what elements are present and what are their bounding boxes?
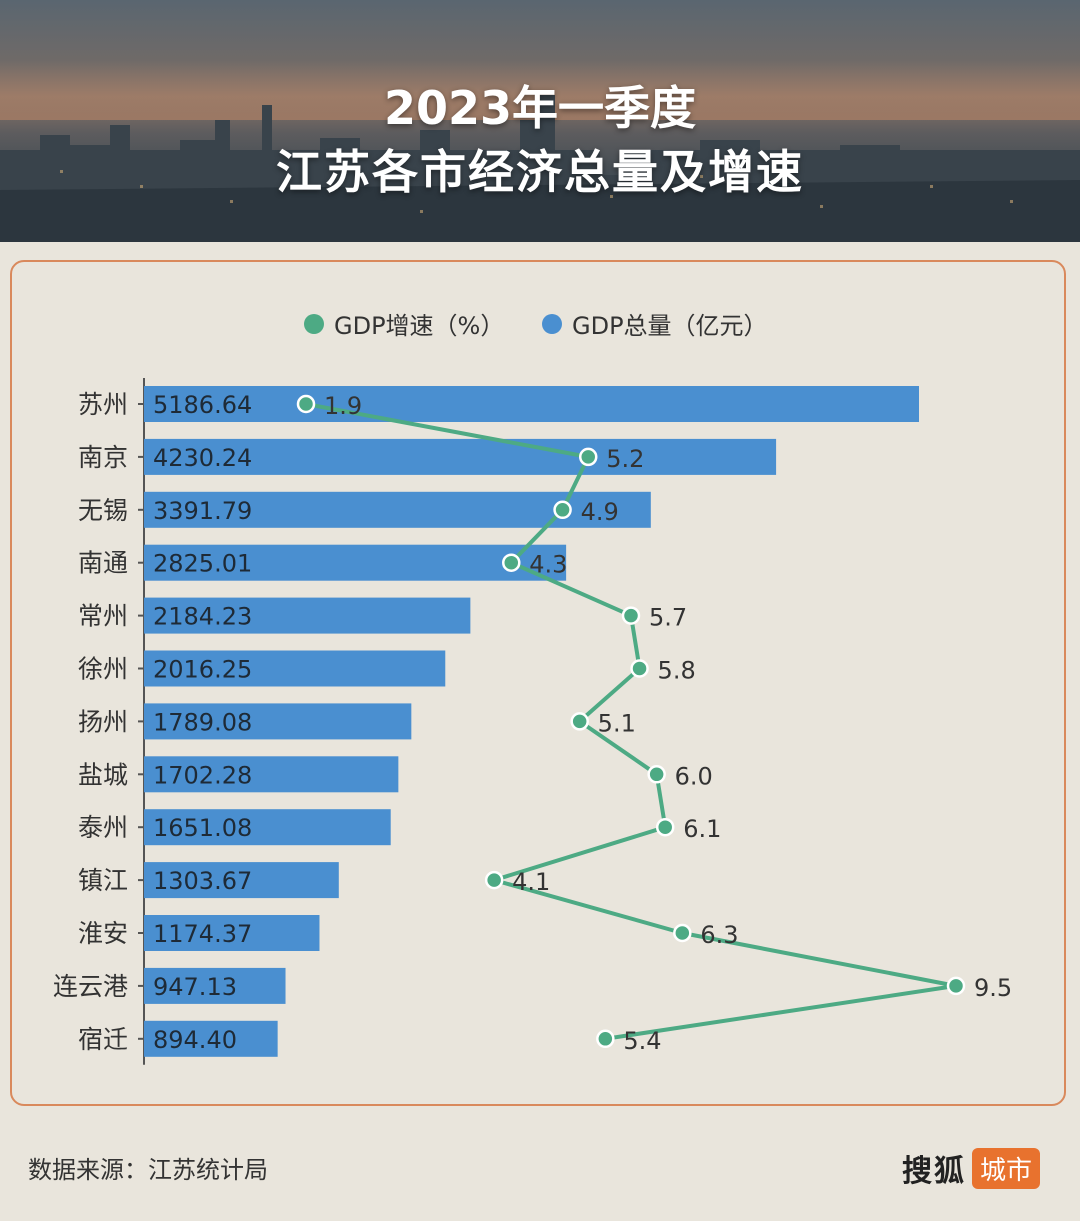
gdp-growth-point <box>578 447 598 467</box>
gdp-total-bar <box>144 703 412 740</box>
gdp-total-value-label: 894.40 <box>153 1026 237 1054</box>
gdp-growth-point <box>673 923 692 943</box>
gdp-growth-point <box>630 659 649 678</box>
category-label: 南京 <box>78 443 128 472</box>
category-label: 镇江 <box>78 866 128 895</box>
legend-total-marker <box>542 313 562 334</box>
gdp-total-bar <box>144 544 567 581</box>
category-label: 宿迁 <box>78 1025 128 1054</box>
legend-item-total: GDP总量（亿元） <box>542 306 768 341</box>
gdp-total-bar <box>144 597 471 634</box>
gdp-growth-point <box>296 394 316 414</box>
gdp-growth-point <box>553 500 572 520</box>
legend-growth-marker <box>304 313 324 334</box>
gdp-total-value-label: 2825.01 <box>153 550 252 578</box>
category-label: 泰州 <box>78 813 128 842</box>
gdp-growth-value-label: 6.0 <box>675 762 713 790</box>
gdp-growth-point <box>502 553 521 572</box>
gdp-total-bar <box>144 967 286 1004</box>
category-label: 徐州 <box>78 655 128 684</box>
category-label: 苏州 <box>78 390 128 419</box>
gdp-total-bar <box>144 386 919 422</box>
gdp-growth-value-label: 1.9 <box>324 392 362 420</box>
gdp-total-bar <box>144 650 446 687</box>
category-label: 淮安 <box>78 919 128 948</box>
gdp-growth-value-label: 5.2 <box>606 445 644 473</box>
gdp-growth-point <box>570 712 589 731</box>
gdp-growth-value-label: 4.9 <box>581 498 619 526</box>
gdp-growth-value-label: 6.3 <box>700 921 738 949</box>
gdp-total-value-label: 1651.08 <box>153 814 252 842</box>
gdp-growth-value-label: 4.3 <box>529 551 567 579</box>
gdp-growth-value-label: 5.4 <box>623 1027 661 1055</box>
category-label: 扬州 <box>78 707 128 736</box>
gdp-total-value-label: 1789.08 <box>153 708 252 736</box>
city-skyline-image <box>0 60 1080 242</box>
gdp-growth-point <box>596 1029 615 1049</box>
category-label: 连云港 <box>53 972 128 1001</box>
gdp-total-bar <box>144 1020 278 1057</box>
data-source: 数据来源：江苏统计局 <box>28 1156 268 1184</box>
gdp-total-value-label: 947.13 <box>153 973 237 1001</box>
legend-growth-label: GDP增速（%） <box>334 312 505 340</box>
gdp-total-value-label: 1174.37 <box>153 920 252 948</box>
gdp-total-value-label: 3391.79 <box>153 497 252 525</box>
legend-item-growth: GDP增速（%） <box>304 306 504 341</box>
gdp-total-value-label: 1702.28 <box>153 761 252 789</box>
gdp-total-value-label: 5186.64 <box>153 391 252 419</box>
gdp-total-bar <box>144 756 399 793</box>
gdp-total-value-label: 2016.25 <box>153 656 252 684</box>
brand-name: 搜狐 <box>902 1154 966 1189</box>
gdp-growth-point <box>655 817 675 837</box>
gdp-growth-point <box>484 870 504 890</box>
gdp-total-value-label: 2184.23 <box>153 603 252 631</box>
header-banner: 2023年一季度 江苏各市经济总量及增速 <box>0 0 1080 242</box>
gdp-growth-value-label: 5.7 <box>649 604 687 632</box>
chart-title-line1: 2023年一季度 <box>383 81 697 135</box>
gdp-total-bar <box>144 809 391 846</box>
legend-total-label: GDP总量（亿元） <box>572 312 768 340</box>
gdp-growth-point <box>946 976 966 996</box>
category-label: 无锡 <box>78 496 128 525</box>
gdp-total-value-label: 1303.67 <box>153 867 252 895</box>
gdp-total-bar <box>144 915 320 951</box>
brand-logo: 搜狐 城市 <box>902 1146 1041 1190</box>
gdp-total-bar <box>144 862 339 899</box>
category-label: 南通 <box>78 549 128 578</box>
gdp-growth-value-label: 4.1 <box>512 868 550 896</box>
gdp-growth-value-label: 5.8 <box>658 657 696 685</box>
gdp-growth-point <box>647 765 666 784</box>
gdp-growth-point <box>621 606 641 625</box>
category-label: 常州 <box>78 602 128 631</box>
legend: GDP增速（%） GDP总量（亿元） <box>0 300 1080 340</box>
gdp-total-bar <box>144 438 777 475</box>
brand-tag: 城市 <box>972 1147 1041 1189</box>
category-label: 盐城 <box>78 760 128 789</box>
gdp-growth-value-label: 9.5 <box>974 974 1012 1002</box>
gdp-growth-value-label: 5.1 <box>598 709 636 737</box>
gdp-total-value-label: 4230.24 <box>153 444 252 472</box>
gdp-growth-value-label: 6.1 <box>683 815 721 843</box>
chart-title-line2: 江苏各市经济总量及增速 <box>276 145 804 199</box>
